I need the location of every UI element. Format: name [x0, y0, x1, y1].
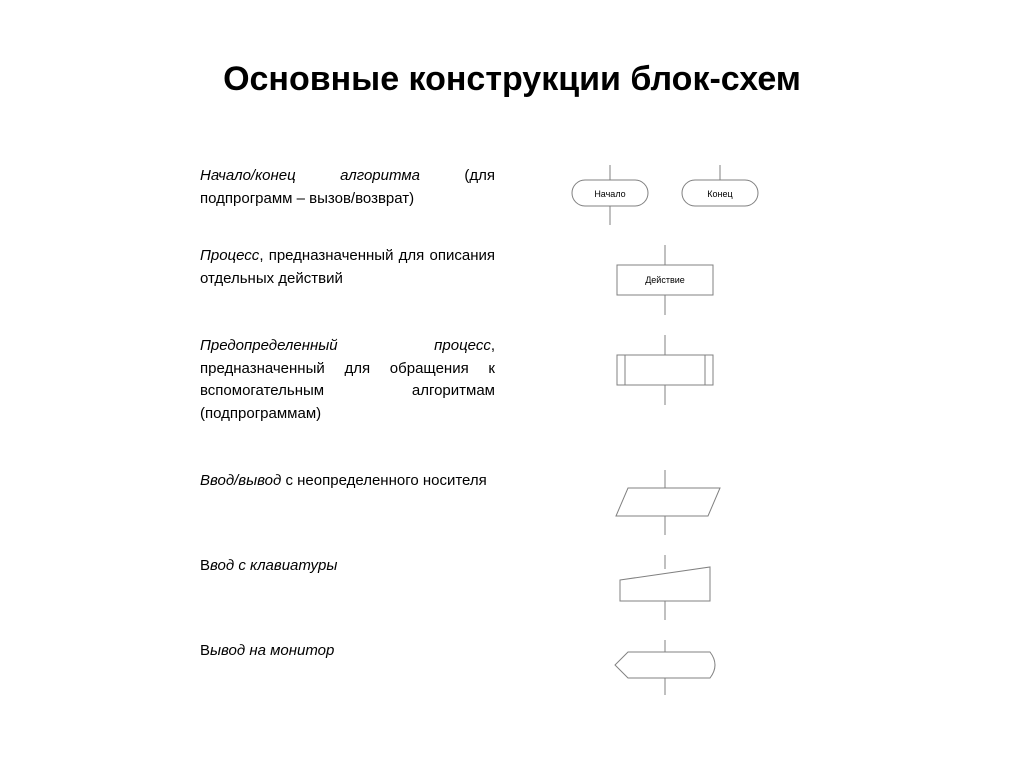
- desc-italic: Начало/конец алгоритма: [200, 167, 420, 184]
- svg-text:Начало: Начало: [594, 189, 625, 199]
- row-shape: Начало Конец: [510, 165, 820, 225]
- diagram-row: Процесс, предназначенный для описания от…: [200, 245, 820, 315]
- io-shape: [560, 470, 770, 535]
- terminator-shape: Начало Конец: [560, 165, 770, 225]
- page-title: Основные конструкции блок-схем: [0, 60, 1024, 99]
- row-shape: [510, 555, 820, 620]
- row-shape: [510, 470, 820, 535]
- diagram-row: Начало/конец алгоритма (для подпрограмм …: [200, 165, 820, 225]
- row-description: Начало/конец алгоритма (для подпрограмм …: [200, 165, 510, 210]
- desc-italic: Ввод/вывод: [200, 472, 281, 489]
- desc-italic: Предопределенный процесс: [200, 337, 491, 354]
- content-area: Начало/конец алгоритма (для подпрограмм …: [200, 165, 820, 715]
- diagram-row: Ввод с клавиатуры: [200, 555, 820, 620]
- row-description: Процесс, предназначенный для описания от…: [200, 245, 510, 290]
- process-shape: Действие: [560, 245, 770, 315]
- desc-plain: с неопределенного носителя: [281, 472, 486, 489]
- desc-italic: Процесс: [200, 247, 259, 264]
- predefined-process-shape: [560, 335, 770, 405]
- diagram-row: Предопределенный процесс, предназначенны…: [200, 335, 820, 450]
- manual-input-shape: [560, 555, 770, 620]
- svg-text:Конец: Конец: [707, 189, 732, 199]
- row-shape: [510, 640, 820, 695]
- display-shape: [560, 640, 770, 695]
- diagram-row: Ввод/вывод с неопределенного носителя: [200, 470, 820, 535]
- row-shape: Действие: [510, 245, 820, 315]
- diagram-row: Вывод на монитор: [200, 640, 820, 695]
- desc-italic: вод с клавиатуры: [210, 557, 337, 574]
- desc-italic: ывод на монитор: [210, 642, 334, 659]
- row-shape: [510, 335, 820, 405]
- desc-prefix: В: [200, 557, 210, 574]
- row-description: Ввод/вывод с неопределенного носителя: [200, 470, 510, 493]
- row-description: Ввод с клавиатуры: [200, 555, 510, 578]
- row-description: Вывод на монитор: [200, 640, 510, 663]
- desc-prefix: В: [200, 642, 210, 659]
- svg-text:Действие: Действие: [645, 275, 685, 285]
- row-description: Предопределенный процесс, предназначенны…: [200, 335, 510, 425]
